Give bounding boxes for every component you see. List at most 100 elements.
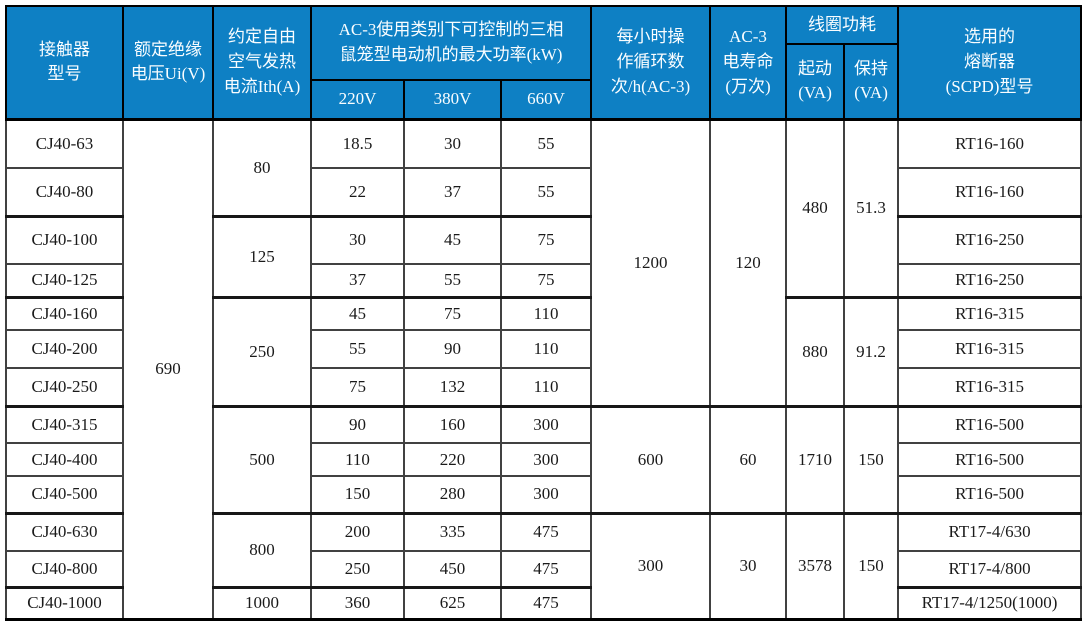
cell-ith: 1000 — [212, 585, 312, 620]
cell-kw660: 110 — [499, 367, 593, 407]
cell-ith: 250 — [212, 295, 312, 407]
cell-kw220: 30 — [310, 214, 405, 265]
cell-fuse: RT16-500 — [897, 404, 1083, 444]
cell-model: CJ40-125 — [5, 263, 124, 298]
table-row: CJ40-1000 1000 360 625 475 RT17-4/1250(1… — [5, 585, 1083, 620]
cell-kw660: 475 — [499, 585, 593, 620]
table-row: CJ40-80 22 37 55 RT16-160 — [5, 167, 1083, 217]
cell-life: 120 — [709, 118, 788, 407]
table-row: CJ40-63 690 80 18.5 30 55 1200 120 480 5… — [5, 118, 1083, 620]
cell-coil-hold: 150 — [843, 404, 900, 514]
cell-ith: 800 — [212, 511, 312, 588]
cell-kw380: 90 — [403, 329, 502, 369]
cell-kw380: 220 — [403, 442, 502, 477]
cell-kw660: 110 — [499, 329, 593, 369]
cell-model: CJ40-1000 — [5, 585, 124, 620]
cell-kw660: 110 — [499, 295, 593, 331]
cell-coil-start: 880 — [785, 295, 846, 407]
cell-kw220: 90 — [310, 404, 405, 444]
cell-kw380: 625 — [403, 585, 502, 620]
cell-kw380: 37 — [403, 167, 502, 217]
col-header-660v: 660V — [499, 79, 593, 120]
table-row: CJ40-400 110 220 300 RT16-500 — [5, 442, 1083, 477]
col-header-cycles-per-hour: 每小时操 作循环数 次/h(AC-3) — [590, 5, 712, 120]
cell-model: CJ40-160 — [5, 295, 124, 331]
cell-kw220: 200 — [310, 511, 405, 552]
col-header-coil-start: 起动 (VA) — [785, 43, 846, 120]
table-row: CJ40-630 800 200 335 475 300 30 3578 150… — [5, 511, 1083, 620]
col-header-rated-insulation-voltage: 额定绝缘 电压Ui(V) — [122, 5, 214, 120]
cell-kw660: 300 — [499, 442, 593, 477]
cell-ith: 500 — [212, 404, 312, 514]
cell-coil-hold: 51.3 — [843, 118, 900, 298]
cell-model: CJ40-250 — [5, 367, 124, 407]
cell-kw220: 22 — [310, 167, 405, 217]
cell-fuse: RT16-315 — [897, 329, 1083, 369]
cell-fuse: RT16-500 — [897, 442, 1083, 477]
cell-fuse: RT17-4/800 — [897, 550, 1083, 588]
cell-kw220: 37 — [310, 263, 405, 298]
cell-model: CJ40-315 — [5, 404, 124, 444]
cell-kw220: 150 — [310, 475, 405, 514]
cell-life: 30 — [709, 511, 788, 620]
cell-fuse: RT16-160 — [897, 118, 1083, 169]
cell-kw660: 55 — [499, 118, 593, 169]
cell-kw660: 75 — [499, 214, 593, 265]
cell-coil-start: 3578 — [785, 511, 846, 620]
cell-kw380: 160 — [403, 404, 502, 444]
cell-kw380: 45 — [403, 214, 502, 265]
cell-insulation-voltage: 690 — [122, 118, 214, 620]
cell-kw380: 280 — [403, 475, 502, 514]
col-header-thermal-current: 约定自由 空气发热 电流Ith(A) — [212, 5, 312, 120]
cell-cycles: 600 — [590, 404, 712, 514]
col-header-fuse: 选用的 熔断器 (SCPD)型号 — [897, 5, 1083, 120]
cell-kw660: 300 — [499, 475, 593, 514]
cell-kw660: 55 — [499, 167, 593, 217]
cell-life: 60 — [709, 404, 788, 514]
col-header-contactor-model: 接触器 型号 — [5, 5, 124, 120]
table-row: CJ40-200 55 90 110 RT16-315 — [5, 329, 1083, 369]
cell-fuse: RT17-4/630 — [897, 511, 1083, 552]
cell-kw220: 360 — [310, 585, 405, 620]
cell-model: CJ40-400 — [5, 442, 124, 477]
cell-model: CJ40-800 — [5, 550, 124, 588]
cell-fuse: RT17-4/1250(1000) — [897, 585, 1083, 620]
cell-cycles: 1200 — [590, 118, 712, 407]
cell-kw380: 75 — [403, 295, 502, 331]
cell-coil-start: 1710 — [785, 404, 846, 514]
cell-model: CJ40-80 — [5, 167, 124, 217]
cell-fuse: RT16-250 — [897, 263, 1083, 298]
cell-kw380: 335 — [403, 511, 502, 552]
cell-coil-hold: 91.2 — [843, 295, 900, 407]
cell-model: CJ40-200 — [5, 329, 124, 369]
table-row: CJ40-100 125 30 45 75 RT16-250 — [5, 214, 1083, 298]
cell-coil-start: 480 — [785, 118, 846, 298]
col-header-ac3-max-power: AC-3使用类别下可控制的三相 鼠笼型电动机的最大功率(kW) — [309, 5, 593, 81]
cell-kw380: 55 — [403, 263, 502, 298]
col-header-electrical-life: AC-3 电寿命 (万次) — [709, 5, 788, 120]
cell-model: CJ40-63 — [5, 118, 124, 169]
cell-kw660: 475 — [499, 550, 593, 588]
cell-cycles: 300 — [590, 511, 712, 620]
cell-ith: 125 — [212, 214, 312, 298]
cell-kw660: 75 — [499, 263, 593, 298]
cell-kw220: 250 — [310, 550, 405, 588]
cell-model: CJ40-100 — [5, 214, 124, 265]
cell-fuse: RT16-315 — [897, 367, 1083, 407]
cell-fuse: RT16-160 — [897, 167, 1083, 217]
col-header-380v: 380V — [403, 79, 502, 120]
cell-fuse: RT16-500 — [897, 475, 1083, 514]
table-row: CJ40-315 500 90 160 300 600 60 1710 150 … — [5, 404, 1083, 514]
cell-fuse: RT16-250 — [897, 214, 1083, 265]
cell-fuse: RT16-315 — [897, 295, 1083, 331]
contactor-spec-table: 接触器 型号 额定绝缘 电压Ui(V) 约定自由 空气发热 电流Ith(A) A… — [5, 5, 1083, 621]
cell-model: CJ40-500 — [5, 475, 124, 514]
cell-ith: 80 — [212, 118, 312, 217]
cell-kw660: 300 — [499, 404, 593, 444]
table-row: CJ40-250 75 132 110 RT16-315 — [5, 367, 1083, 407]
cell-kw220: 110 — [310, 442, 405, 477]
col-header-coil-power: 线圈功耗 — [785, 5, 900, 45]
cell-kw220: 75 — [310, 367, 405, 407]
cell-kw220: 45 — [310, 295, 405, 331]
